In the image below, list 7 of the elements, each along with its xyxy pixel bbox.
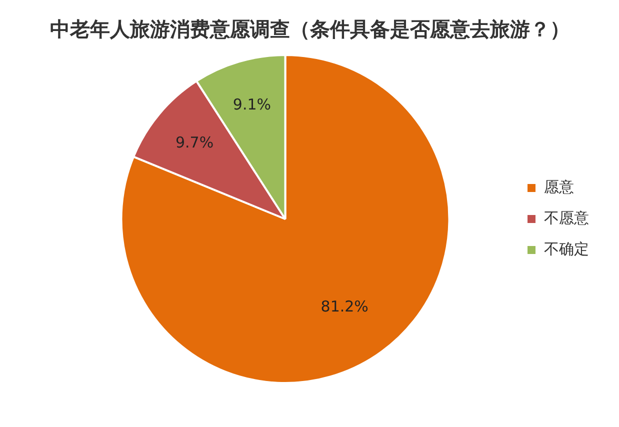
legend-label: 愿意 — [544, 178, 574, 196]
legend-label: 不愿意 — [544, 208, 589, 227]
chart-title: 中老年人旅游消费意愿调查（条件具备是否愿意去旅游？） — [49, 16, 571, 43]
data-label: 81.2% — [320, 297, 368, 316]
data-label: 9.7% — [175, 133, 214, 152]
legend-label: 不确定 — [544, 240, 589, 258]
data-label: 9.1% — [232, 96, 272, 114]
